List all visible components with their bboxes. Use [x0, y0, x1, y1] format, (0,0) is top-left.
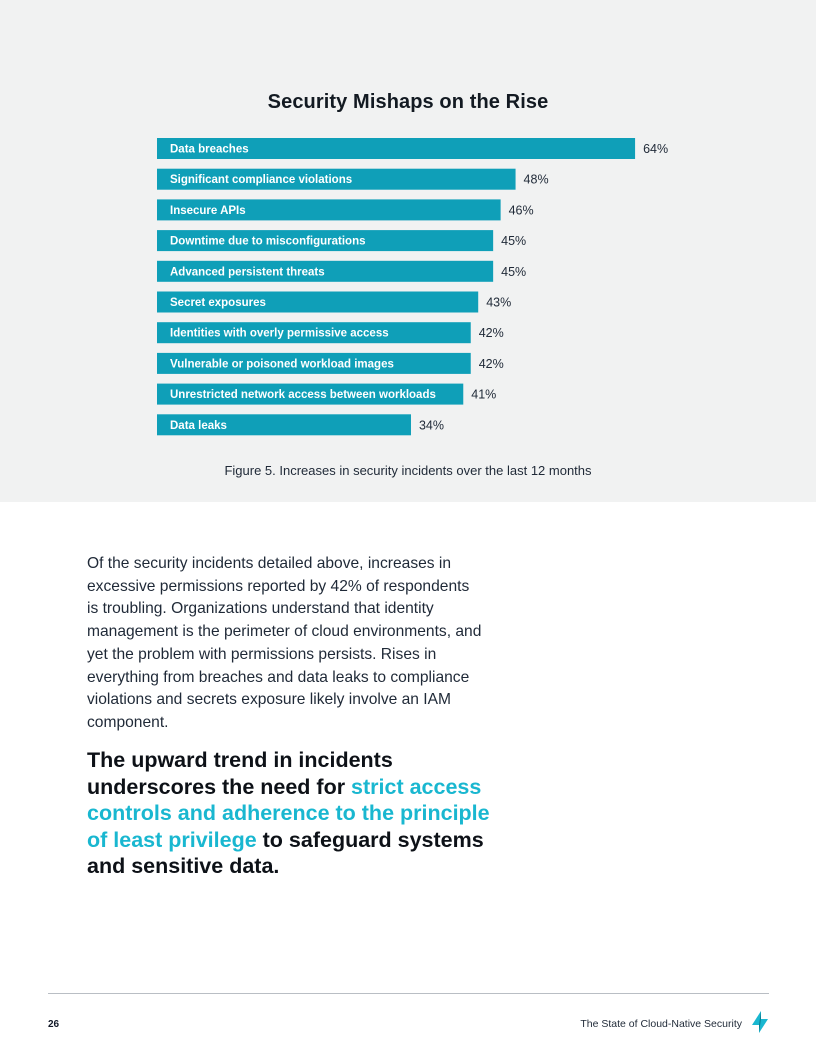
- body-paragraph: Of the security incidents detailed above…: [87, 555, 482, 731]
- bar: [157, 291, 479, 313]
- callout-part2: to safeguard systems and sensitive data.: [87, 827, 484, 879]
- bar-value-label: 48%: [524, 173, 549, 187]
- bar-category-label: Data breaches: [170, 144, 249, 156]
- footer-divider: [48, 993, 769, 994]
- bar-value-label: 43%: [486, 296, 511, 310]
- bar-category-label: Data leaks: [170, 420, 227, 432]
- callout-highlight: strict access controls and adherence to …: [87, 774, 490, 852]
- callout-part1: The upward trend in incidents underscore…: [87, 748, 393, 799]
- bar-value-label: 46%: [509, 203, 534, 217]
- figure-caption: Figure 5. Increases in security incident…: [224, 463, 592, 478]
- callout-text: The upward trend in incidents underscore…: [87, 747, 507, 880]
- bar-category-label: Insecure APIs: [170, 205, 246, 217]
- chart-panel: Security Mishaps on the Rise Data breach…: [0, 0, 816, 502]
- bar-chart: Data breaches 64% Significant compliance v…: [157, 138, 668, 436]
- chart-title: Security Mishaps on the Rise: [267, 91, 549, 113]
- bar: [157, 383, 464, 405]
- bar: [157, 199, 501, 221]
- bar-category-label: Advanced persistent threats: [170, 266, 325, 278]
- bar-category-label: Secret exposures: [170, 297, 266, 309]
- brand-logo-icon: [752, 1011, 768, 1033]
- bar: [157, 352, 471, 374]
- bar: [157, 414, 411, 436]
- bar-value-label: 45%: [501, 234, 526, 248]
- bar-category-label: Vulnerable or poisoned workload images: [170, 358, 394, 370]
- bar-value-label: 42%: [479, 357, 504, 371]
- bar-category-label: Unrestricted network access between work…: [170, 389, 436, 401]
- document-title: The State of Cloud-Native Security: [580, 1018, 742, 1030]
- bar: [157, 230, 494, 252]
- bar: [157, 138, 636, 159]
- bar: [157, 168, 516, 190]
- bar-value-label: 64%: [643, 142, 668, 156]
- bar-category-label: Downtime due to misconfigurations: [170, 236, 366, 248]
- bar-value-label: 34%: [419, 418, 444, 432]
- bar: [157, 322, 471, 344]
- bar-value-label: 42%: [479, 326, 504, 340]
- bar-value-label: 41%: [471, 388, 496, 402]
- bar-category-label: Identities with overly permissive access: [170, 328, 389, 340]
- bar-category-label: Significant compliance violations: [170, 174, 352, 186]
- bar-value-label: 45%: [501, 265, 526, 279]
- page-number: 26: [48, 1019, 60, 1030]
- bar: [157, 260, 494, 282]
